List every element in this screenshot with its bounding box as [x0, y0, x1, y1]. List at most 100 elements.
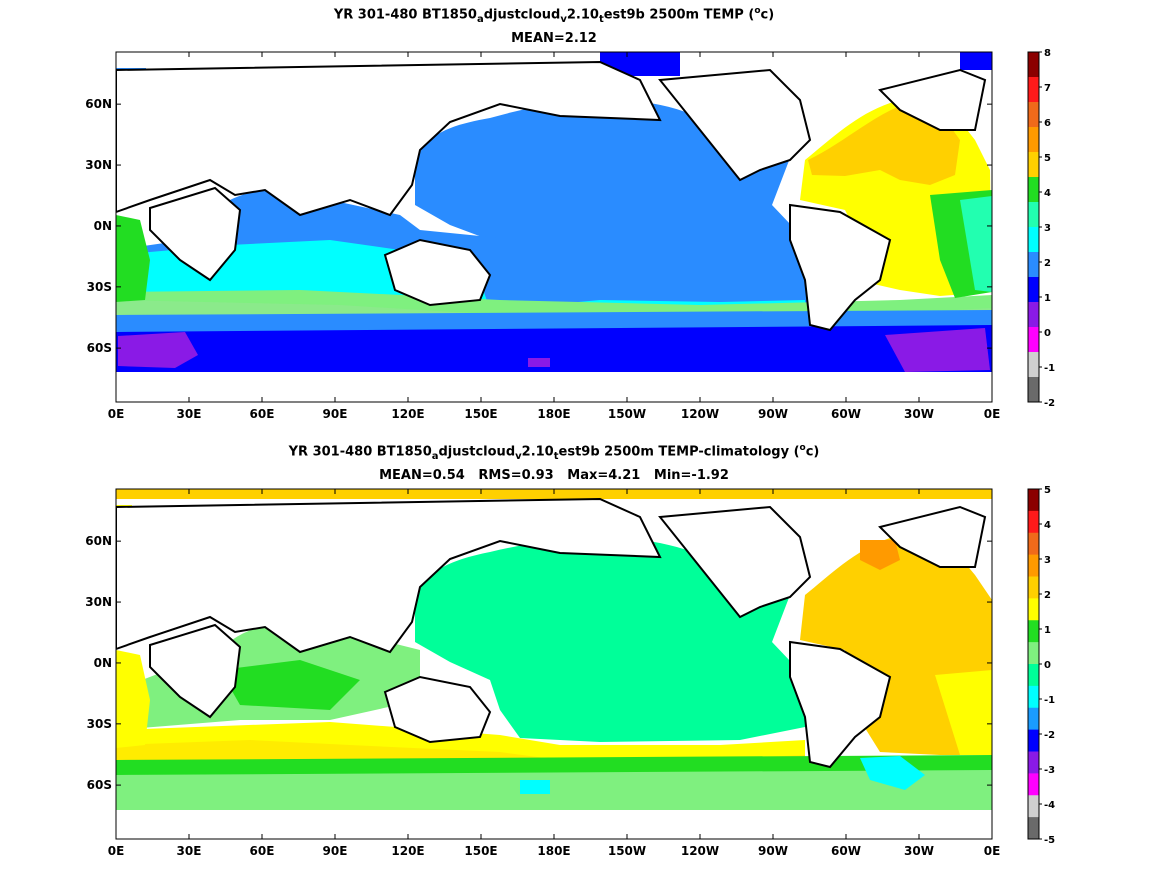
colorbar-label: 3	[1044, 223, 1051, 234]
colorbar-swatch	[1028, 598, 1039, 621]
colorbar-swatch	[1028, 152, 1039, 178]
x-tick-label: 90E	[323, 844, 348, 858]
y-tick-label: 30S	[87, 280, 112, 294]
y-tick-label: 60N	[85, 97, 112, 111]
colorbar-swatch	[1028, 532, 1039, 556]
title-part: djustcloud	[483, 7, 561, 23]
x-tick-label: 60E	[250, 844, 275, 858]
y-tick-label: 30N	[85, 595, 112, 609]
colorbar-label: -3	[1044, 765, 1055, 776]
title-part: YR 301-480 BT1850	[288, 444, 432, 460]
x-tick-label: 60W	[831, 844, 861, 858]
colorbar-swatch	[1028, 685, 1039, 709]
title-part: o	[754, 6, 761, 16]
colorbar-label: 5	[1044, 485, 1051, 496]
colorbar-label: 7	[1044, 83, 1051, 94]
colorbar-swatch	[1028, 510, 1039, 534]
colorbar-swatch	[1028, 227, 1039, 253]
panel2-title: YR 301-480 BT1850adjustcloudv2.10test9b …	[116, 443, 992, 462]
title-part: v	[515, 450, 522, 462]
colorbar-swatch	[1028, 252, 1039, 278]
colorbar-label: 4	[1044, 188, 1051, 199]
colorbar-label: 0	[1044, 660, 1051, 671]
colorbar-swatch	[1028, 620, 1039, 643]
x-tick-label: 30E	[177, 407, 202, 421]
x-tick-label: 30W	[904, 844, 934, 858]
colorbar-swatch	[1028, 707, 1039, 731]
colorbar-label: 3	[1044, 555, 1051, 566]
colorbar-swatch	[1028, 177, 1039, 203]
colorbar-swatch	[1028, 102, 1039, 128]
x-tick-label: 120W	[681, 407, 719, 421]
colorbar-label: -2	[1044, 730, 1055, 741]
colorbar-label: 4	[1044, 520, 1051, 531]
x-tick-label: 90W	[758, 407, 788, 421]
x-tick-label: 120E	[391, 844, 424, 858]
colorbar-label: 1	[1044, 293, 1051, 304]
x-tick-label: 180E	[537, 844, 570, 858]
y-tick-label: 0N	[94, 219, 112, 233]
colorbar-swatch	[1028, 352, 1039, 378]
x-tick-label: 60E	[250, 407, 275, 421]
colorbar-swatch	[1028, 576, 1039, 599]
colorbar-label: -1	[1044, 695, 1055, 706]
title-part: djustcloud	[438, 444, 516, 460]
panel2-stats: MEAN=0.54 RMS=0.93 Max=4.21 Min=-1.92	[379, 468, 729, 483]
title-part: YR 301-480 BT1850	[333, 7, 477, 23]
colorbar-label: 5	[1044, 153, 1051, 164]
x-tick-label: 90E	[323, 407, 348, 421]
x-tick-label: 90W	[758, 844, 788, 858]
title-part: 2.10	[566, 7, 599, 23]
title-part: 2.10	[521, 444, 554, 460]
axes-layer: 0E 30E 60E 90E 120E 150E 180E 150W 120W 90W 60W 30W…	[85, 52, 1000, 858]
x-tick-label: 0E	[108, 844, 125, 858]
x-tick-label: 150W	[608, 844, 646, 858]
title-part: est9b 2500m TEMP (	[603, 7, 755, 23]
y-tick-label: 30S	[87, 717, 112, 731]
colorbar-swatch	[1028, 489, 1039, 512]
x-tick-label: 120W	[681, 844, 719, 858]
colorbar-label: 0	[1044, 328, 1051, 339]
colorbar-swatch	[1028, 302, 1039, 328]
colorbar-label: -5	[1044, 835, 1055, 846]
colorbar-swatch	[1028, 77, 1039, 103]
colorbar-swatch	[1028, 52, 1039, 78]
colorbar-swatch	[1028, 729, 1039, 752]
x-tick-label: 120E	[391, 407, 424, 421]
colorbar-label: -4	[1044, 800, 1055, 811]
title-part: a	[431, 450, 439, 462]
x-tick-label: 150E	[464, 844, 497, 858]
colorbar-label: 8	[1044, 48, 1051, 59]
colorbar-swatch	[1028, 773, 1039, 796]
map-panel-temperature	[116, 52, 992, 402]
title-part: est9b 2500m TEMP-climatology (	[558, 444, 800, 460]
colorbar-label: 2	[1044, 258, 1051, 269]
colorbar-swatch	[1028, 377, 1039, 403]
colorbar-swatch	[1028, 554, 1039, 577]
colorbar-layer: 8 7 6 5 4 3 2 1 0 -1 -2 5 4 3 2 1 0 -1 -2 -3 -4 -5	[1027, 48, 1055, 846]
colorbar-swatch	[1028, 202, 1039, 228]
colorbar-label: 1	[1044, 625, 1051, 636]
colorbar-swatch	[1028, 642, 1039, 665]
title-part: c)	[760, 7, 775, 23]
x-tick-label: 0E	[984, 407, 1001, 421]
title-part: t	[553, 450, 559, 462]
panel1-title: YR 301-480 BT1850adjustcloudv2.10test9b …	[116, 6, 992, 25]
colorbar-label: 6	[1044, 118, 1051, 129]
x-tick-label: 60W	[831, 407, 861, 421]
colorbar-swatch	[1028, 751, 1039, 774]
title-part: o	[799, 443, 806, 453]
colorbar-swatch	[1028, 277, 1039, 303]
map-panel-anomaly	[116, 489, 992, 839]
x-tick-label: 0E	[984, 844, 1001, 858]
colorbar-swatch	[1028, 127, 1039, 153]
x-tick-label: 30E	[177, 844, 202, 858]
panel1-stats: MEAN=2.12	[511, 31, 597, 46]
y-tick-label: 60S	[87, 778, 112, 792]
y-tick-label: 0N	[94, 656, 112, 670]
title-part: c)	[805, 444, 820, 460]
colorbar-swatch	[1028, 327, 1039, 353]
title-part: a	[476, 13, 484, 25]
title-part: v	[560, 13, 567, 25]
